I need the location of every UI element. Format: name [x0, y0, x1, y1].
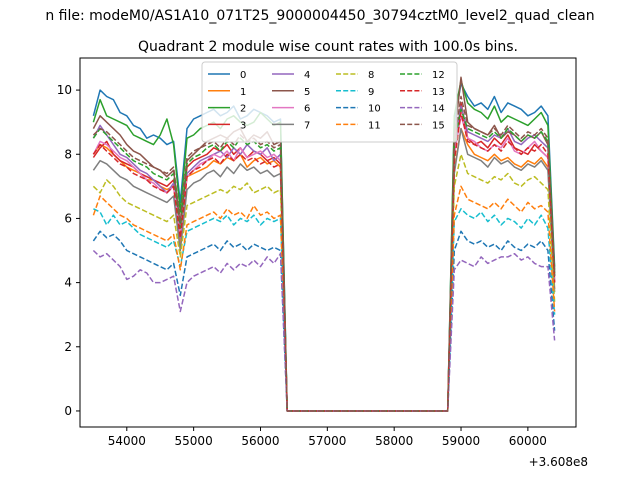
legend-label-14: 14 [432, 104, 445, 115]
legend-label-13: 13 [432, 87, 445, 98]
plot-area [79, 57, 577, 428]
series-line-15 [92, 95, 556, 412]
legend-box [201, 61, 458, 143]
x-tick-label: 55000 [175, 434, 213, 448]
legend-label-8: 8 [368, 70, 374, 81]
figure-suptitle: n file: modeM0/AS1A10_071T25_9000004450_… [45, 8, 594, 24]
legend-label-12: 12 [432, 70, 445, 81]
legend-label-3: 3 [240, 120, 246, 131]
legend-label-7: 7 [304, 120, 310, 131]
series-line-11 [92, 185, 556, 412]
series-lines [92, 76, 556, 412]
y-axis: 0 2 4 6 8 10 [57, 83, 80, 418]
legend-label-10: 10 [368, 104, 381, 115]
series-line-13 [92, 111, 556, 412]
series-line-14 [92, 249, 556, 412]
y-tick-label: 8 [64, 147, 72, 161]
series-line-8 [92, 153, 556, 412]
chart-title: Quadrant 2 module wise count rates with … [138, 39, 518, 55]
x-axis: 54000 55000 56000 57000 58000 59000 60000 [108, 427, 547, 448]
y-tick-label: 6 [64, 211, 72, 225]
series-line-4 [92, 105, 556, 412]
x-tick-label: 60000 [509, 434, 547, 448]
series-line-1 [92, 127, 556, 412]
legend-label-0: 0 [240, 70, 246, 81]
series-line-12 [92, 108, 556, 412]
legend-label-15: 15 [432, 120, 445, 131]
legend-label-6: 6 [304, 104, 310, 115]
x-tick-label: 59000 [442, 434, 480, 448]
legend-label-2: 2 [240, 104, 246, 115]
y-tick-label: 0 [64, 404, 72, 418]
x-tick-label: 54000 [108, 434, 146, 448]
legend-label-11: 11 [368, 120, 381, 131]
y-tick-label: 2 [64, 340, 72, 354]
plot-frame [79, 57, 577, 428]
legend-label-1: 1 [240, 87, 246, 98]
y-tick-label: 4 [64, 276, 72, 290]
series-line-7 [92, 127, 556, 412]
x-tick-label: 56000 [241, 434, 279, 448]
legend-label-4: 4 [304, 70, 310, 81]
y-tick-label: 10 [57, 83, 72, 97]
x-tick-label: 58000 [375, 434, 413, 448]
x-offset-label: +3.608e8 [529, 455, 588, 469]
legend-label-9: 9 [368, 87, 374, 98]
legend-label-5: 5 [304, 87, 310, 98]
x-tick-label: 57000 [308, 434, 346, 448]
series-line-10 [92, 230, 556, 412]
